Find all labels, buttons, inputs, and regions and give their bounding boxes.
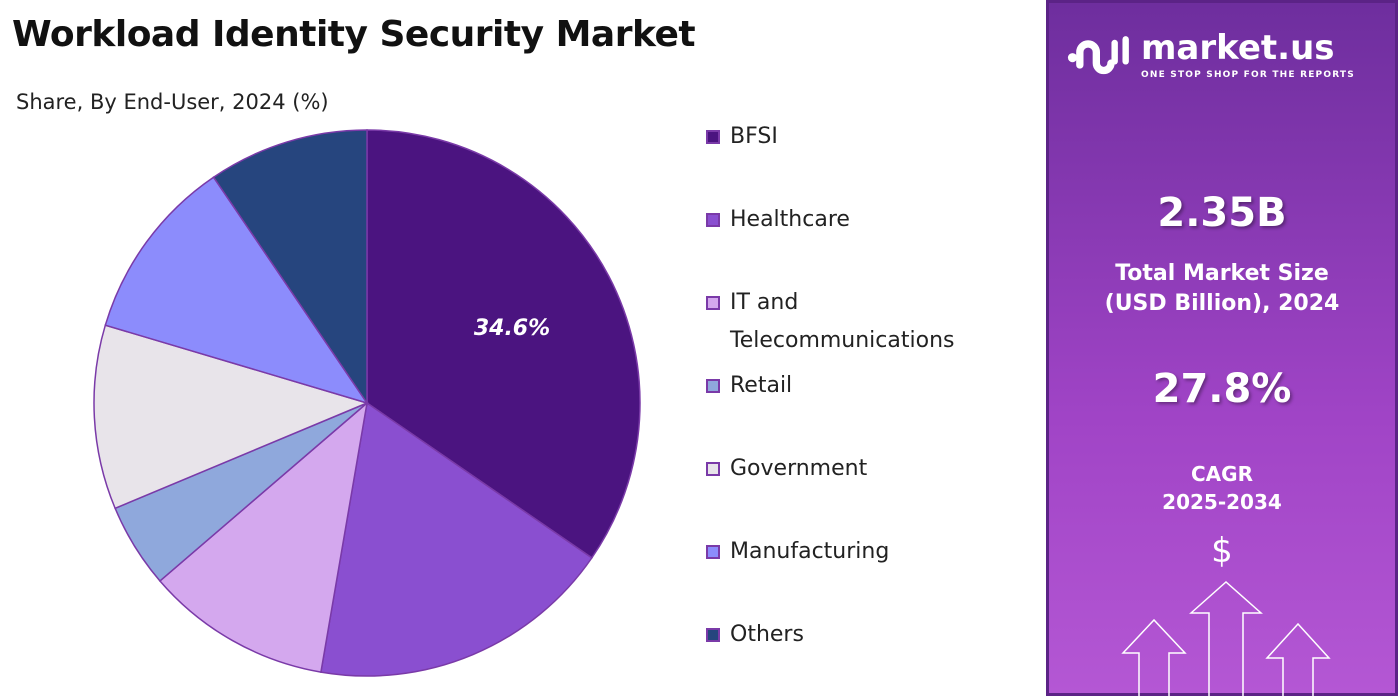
legend-label: Retail bbox=[730, 373, 793, 398]
pie-slice-it-and-telecommunications bbox=[158, 401, 369, 673]
legend-item-others: Others bbox=[706, 616, 1026, 654]
pie-slice-others bbox=[212, 129, 368, 406]
legend-item-manufacturing: Manufacturing bbox=[706, 533, 1026, 571]
legend-item-government: Government bbox=[706, 450, 1026, 488]
chart-subtitle: Share, By End-User, 2024 (%) bbox=[16, 90, 329, 114]
legend-label: Others bbox=[730, 622, 804, 647]
legend-item-retail: Retail bbox=[706, 367, 1026, 405]
dollar-icon: $ bbox=[1211, 531, 1233, 571]
growth-arrows-icon bbox=[1121, 580, 1331, 699]
cagr-value: 27.8% bbox=[1152, 366, 1292, 412]
pie-chart: 34.6% bbox=[93, 129, 641, 677]
legend-label: Healthcare bbox=[730, 207, 850, 232]
market-size-label: Total Market Size bbox=[1115, 261, 1329, 286]
brand-name: market.us bbox=[1141, 28, 1335, 68]
pie-slice-manufacturing bbox=[104, 176, 369, 405]
market-size-value: 2.35B bbox=[1157, 190, 1287, 236]
pie-slice-healthcare bbox=[320, 401, 593, 677]
legend-swatch bbox=[706, 213, 720, 227]
logo: market.us ONE STOP SHOP FOR THE REPORTS bbox=[1067, 27, 1355, 81]
brand-tagline: ONE STOP SHOP FOR THE REPORTS bbox=[1141, 70, 1355, 80]
legend-swatch bbox=[706, 545, 720, 559]
summary-panel: market.us ONE STOP SHOP FOR THE REPORTS … bbox=[1046, 0, 1398, 699]
cagr-label: CAGR bbox=[1191, 462, 1253, 486]
chart-title: Workload Identity Security Market bbox=[12, 14, 696, 55]
logo-icon bbox=[1067, 36, 1129, 75]
legend-item-healthcare: Healthcare bbox=[706, 201, 1026, 239]
legend-swatch bbox=[706, 462, 720, 476]
legend-label: BFSI bbox=[730, 124, 778, 149]
legend-swatch bbox=[706, 628, 720, 642]
legend-swatch bbox=[706, 379, 720, 393]
legend-label-line1: IT and bbox=[730, 290, 799, 315]
pie-slice-government bbox=[93, 324, 370, 510]
cagr-period: 2025-2034 bbox=[1162, 490, 1282, 514]
market-size-unit: (USD Billion), 2024 bbox=[1104, 291, 1340, 316]
pie-slice-bfsi bbox=[366, 129, 641, 559]
legend-label: IT and Telecommunications bbox=[730, 284, 954, 360]
data-label: 34.6% bbox=[474, 316, 550, 341]
legend-label-line2: Telecommunications bbox=[730, 328, 955, 353]
legend-label: Manufacturing bbox=[730, 539, 890, 564]
legend-swatch bbox=[706, 296, 720, 310]
legend-item-bfsi: BFSI bbox=[706, 118, 1026, 156]
legend-item-it: IT and Telecommunications bbox=[706, 284, 1026, 360]
legend-swatch bbox=[706, 130, 720, 144]
legend-label: Government bbox=[730, 456, 868, 481]
